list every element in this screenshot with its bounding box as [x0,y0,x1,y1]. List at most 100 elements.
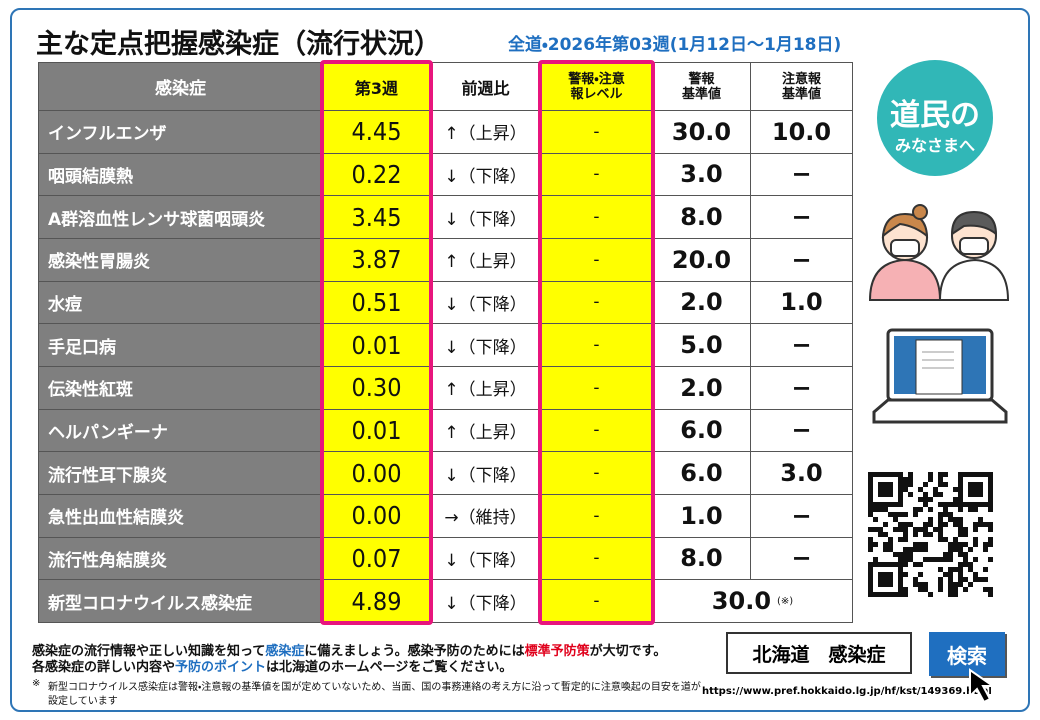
qr-module [963,557,968,562]
table-cell: - [540,152,653,197]
qr-module [968,502,973,507]
note: 設定しています [48,696,118,707]
qr-module [988,482,993,487]
qr-module [908,522,913,527]
text: は北海道のホームページをご覧ください。 [266,660,513,675]
qr-module [868,572,873,577]
qr-code [868,472,993,597]
qr-module [968,582,973,587]
qr-module [973,557,978,562]
qr-module [898,512,903,517]
table-cell: - [540,366,653,410]
qr-module [963,527,968,532]
qr-module [978,502,983,507]
search-button[interactable]: 検索 [929,632,1005,676]
qr-module [933,492,938,497]
qr-module [883,487,888,492]
qr-module [923,547,928,552]
qr-module [883,472,888,477]
qr-module [888,487,893,492]
row-header: 流行性耳下腺炎 [38,451,323,495]
qr-module [948,567,953,572]
table-cell: - [540,110,653,154]
qr-module [878,487,883,492]
qr-module [903,527,908,532]
url[interactable]: https://www.pref.hokkaido.lg.jp/hf/kst/1… [702,686,992,697]
table-cell: 3.0 [652,152,751,197]
qr-module [983,472,988,477]
qr-module [898,492,903,497]
search-box[interactable]: 北海道 感染症 [726,632,912,674]
qr-module [898,482,903,487]
qr-module [938,527,943,532]
note: 新型コロナウイルス感染症は警報・注意報の基準値を国が定めていないため、当面、国の… [48,682,701,693]
table-cell: 20.0 [652,238,751,282]
qr-module [883,532,888,537]
table-cell: − [750,408,853,453]
qr-module [878,492,883,497]
qr-module [898,577,903,582]
qr-module [988,477,993,482]
table-cell: - [540,536,653,581]
table-cell: ↑（上昇） [430,110,541,154]
qr-module [893,552,898,557]
qr-module [973,522,978,527]
qr-module [958,527,963,532]
qr-module [928,557,933,562]
qr-module [908,557,913,562]
qr-module [958,572,963,577]
qr-module [883,582,888,587]
qr-module [898,567,903,572]
qr-module [883,482,888,487]
qr-module [958,517,963,522]
qr-module [873,507,878,512]
table-cell: 6.0 [652,408,751,453]
qr-module [983,542,988,547]
qr-module [958,502,963,507]
row-header: 新型コロナウイルス感染症 [38,579,323,623]
qr-module [973,492,978,497]
qr-module [903,557,908,562]
table-cell: ↓（下降） [430,195,541,239]
qr-module [903,512,908,517]
qr-module [873,502,878,507]
qr-module [913,547,918,552]
qr-module [928,522,933,527]
subtitle: 全道・2026年第03週(1月12日～1月18日) [508,35,842,55]
qr-module [948,517,953,522]
qr-module [903,572,908,577]
column-header: 感染症 [38,62,323,111]
qr-module [918,562,923,567]
qr-module [888,547,893,552]
qr-module [928,592,933,597]
column-header: 警報 基準値 [652,62,751,111]
table-cell: 3.0 [750,451,853,495]
table-cell: - [540,451,653,495]
qr-module [938,567,943,572]
qr-module [973,507,978,512]
table-cell: 0.01 [322,323,431,367]
qr-module [978,522,983,527]
table-cell: − [750,195,853,239]
table-cell: 3.45 [322,195,431,239]
table-cell: − [750,366,853,410]
qr-module [948,572,953,577]
table-cell: ↓（下降） [430,323,541,367]
qr-module [893,527,898,532]
text: 予防のポイント [175,660,267,675]
qr-module [983,567,988,572]
qr-module [868,487,873,492]
qr-module [988,497,993,502]
qr-module [908,492,913,497]
qr-module [938,587,943,592]
qr-module [953,517,958,522]
qr-module [918,582,923,587]
footer-line: 各感染症の詳しい内容や予防のポイントは北海道のホームページをご覧ください。 [32,656,512,675]
qr-module [963,577,968,582]
qr-module [893,472,898,477]
qr-module [888,482,893,487]
qr-module [898,502,903,507]
table-cell: − [750,536,853,581]
table-cell: 1.0 [750,280,853,325]
